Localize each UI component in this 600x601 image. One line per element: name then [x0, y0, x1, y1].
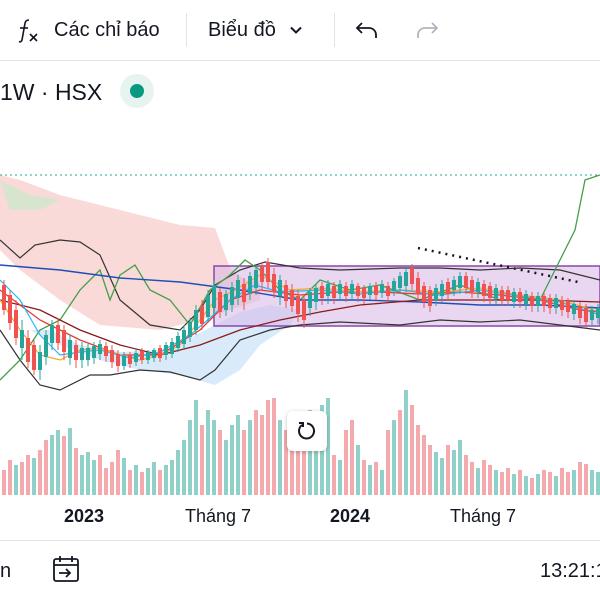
chevron-down-icon: [290, 26, 302, 34]
x-axis-label-july-2023: Tháng 7: [185, 506, 252, 526]
redo-icon: [417, 22, 439, 38]
calendar-arrow-icon[interactable]: [50, 553, 82, 585]
chart-menu-label: Biểu đồ: [208, 18, 276, 41]
moving-average-darkred: [0, 299, 600, 356]
bollinger-upper: [0, 239, 600, 331]
clock-time[interactable]: 13:21:1: [540, 560, 600, 582]
top-toolbar: Các chỉ báo Biểu đồ: [0, 0, 600, 61]
bollinger-lower: [0, 319, 600, 391]
x-axis-label-july-2024: Tháng 7: [450, 506, 517, 526]
range-label[interactable]: n: [0, 560, 12, 582]
indicators-button[interactable]: Các chỉ báo: [14, 0, 160, 60]
chart-menu-button[interactable]: Biểu đồ: [208, 0, 304, 60]
market-status-dot[interactable]: [120, 74, 154, 108]
symbol-legend[interactable]: 1W · HSX: [0, 78, 103, 105]
toolbar-divider: [334, 13, 335, 47]
bottom-toolbar: n 13:21:1: [0, 540, 600, 601]
ichimoku-cloud-bearish: [0, 175, 260, 330]
undo-icon: [355, 22, 377, 38]
x-axis-label-2023: 2023: [64, 506, 105, 526]
reset-icon: [298, 422, 316, 440]
toolbar-divider: [186, 13, 187, 47]
redo-button[interactable]: [414, 0, 440, 60]
price-chart[interactable]: [0, 0, 600, 540]
indicators-label: Các chỉ báo: [54, 18, 160, 41]
undo-button[interactable]: [354, 0, 380, 60]
candles: [2, 258, 600, 380]
ichimoku-cloud-bullish-2: [0, 180, 60, 210]
fx-icon: [18, 19, 38, 43]
reset-chart-button[interactable]: [287, 411, 327, 451]
x-axis-label-2024: 2024: [330, 506, 371, 526]
volume-bars: [2, 390, 600, 495]
